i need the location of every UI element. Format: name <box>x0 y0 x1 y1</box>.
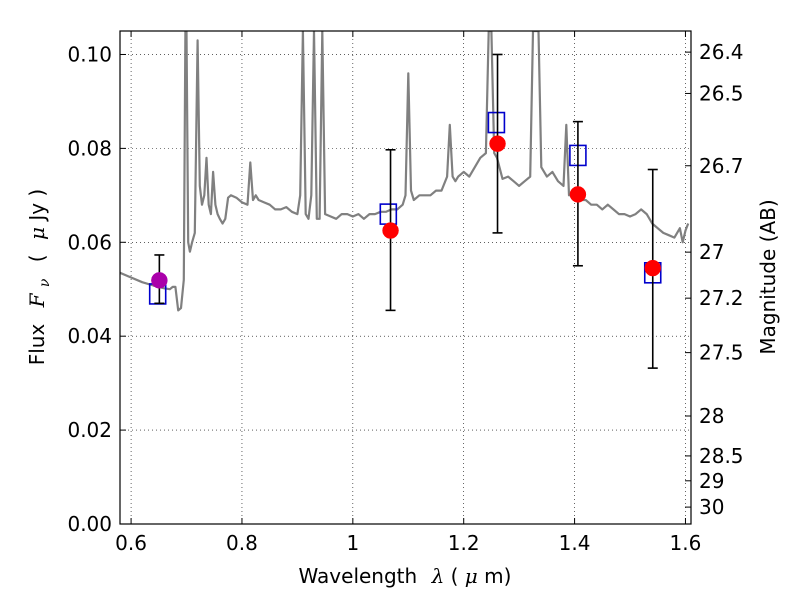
x-axis-label-text: Wavelength <box>299 564 418 588</box>
x-tick-label: 1.6 <box>670 531 702 555</box>
x-tick-label: 1.4 <box>559 531 591 555</box>
right-tick-label: 26.7 <box>699 154 744 178</box>
y-tick-label: 0.06 <box>67 230 112 254</box>
right-tick-label: 26.5 <box>699 81 744 105</box>
y-tick-label: 0.08 <box>67 136 112 160</box>
observed-flux-point <box>382 222 399 239</box>
x-tick-label: 0.8 <box>226 531 258 555</box>
plot-area <box>120 31 690 369</box>
grid-lines <box>120 31 691 525</box>
x-axis-label-symbol: λ <box>431 564 445 588</box>
y-axis-label: Flux F ν ( μ Jy ) <box>25 189 54 366</box>
model-band-flux-box <box>379 203 398 225</box>
y-axis-label-unit-rest: Jy ) <box>25 189 49 223</box>
y-axis-label-unit-mu: μ <box>25 227 49 240</box>
right-tick-label: 28.5 <box>699 444 744 468</box>
right-tick-label: 27 <box>699 240 724 264</box>
x-axis-label-unit-rest: m) <box>484 564 511 588</box>
x-axis-label: Wavelength λ ( μ m) <box>299 564 512 588</box>
y-tick-label: 0.02 <box>67 418 112 442</box>
x-axis-ticks: 0.6 0.8 1 1.2 1.4 1.6 <box>115 31 701 555</box>
right-tick-label: 26.4 <box>699 40 744 64</box>
right-tick-label: 30 <box>699 495 724 519</box>
y-tick-label: 0.10 <box>67 42 112 66</box>
x-tick-label: 1.2 <box>448 531 480 555</box>
right-tick-label: 28 <box>699 404 724 428</box>
x-axis-label-unit-mu: μ <box>465 564 478 588</box>
right-tick-label: 27.2 <box>699 286 744 310</box>
model-band-flux-box <box>487 111 506 134</box>
y-axis-label-prefix: Flux <box>25 324 49 366</box>
observed-flux-point <box>151 272 168 289</box>
y-axis-ticks: 0.00 0.02 0.04 0.06 0.08 0.10 <box>67 42 126 536</box>
y-axis-label-symbol: F <box>25 292 49 308</box>
y-tick-label: 0.00 <box>67 512 112 536</box>
x-tick-label: 0.6 <box>115 531 147 555</box>
right-tick-label: 29 <box>699 469 724 493</box>
observed-flux-point <box>489 135 506 152</box>
right-tick-label: 27.5 <box>699 341 744 365</box>
observed-flux-point <box>644 259 661 277</box>
axes-frame <box>119 30 692 525</box>
y-tick-label: 0.04 <box>67 324 112 348</box>
x-tick-label: 1 <box>346 531 359 555</box>
y-axis-label-subscript: ν <box>37 278 53 287</box>
observed-flux-point <box>569 186 587 203</box>
model-spectrum-line <box>120 31 690 312</box>
x-axis-label-unit-open: ( <box>451 564 459 588</box>
y-axis-label-unit-open: ( <box>25 254 49 262</box>
right-axis-label: Magnitude (AB) <box>756 199 780 354</box>
